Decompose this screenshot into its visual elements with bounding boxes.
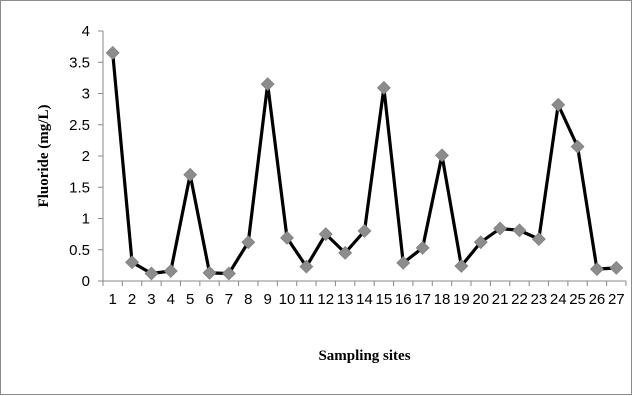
y-tick-label: 4 [82, 23, 90, 40]
data-point-marker [338, 245, 353, 260]
data-point-marker [512, 223, 527, 238]
x-tick-label: 14 [356, 291, 373, 308]
data-point-marker [299, 259, 314, 274]
x-axis-title: Sampling sites [318, 348, 410, 364]
y-tick-label: 2 [82, 148, 90, 165]
data-point-marker [493, 221, 508, 236]
data-point-marker [221, 266, 236, 281]
x-tick-label: 13 [337, 291, 354, 308]
data-point-marker [105, 45, 120, 60]
data-point-marker [473, 235, 488, 250]
x-tick-label: 3 [147, 291, 155, 308]
data-point-marker [570, 139, 585, 154]
data-point-marker [531, 232, 546, 247]
x-tick-label: 18 [434, 291, 451, 308]
x-tick-label: 26 [589, 291, 606, 308]
data-point-marker [125, 255, 139, 270]
x-tick-label: 5 [186, 291, 194, 308]
data-point-marker [163, 264, 178, 278]
x-tick-label: 6 [205, 291, 213, 308]
x-tick-label: 19 [453, 291, 470, 308]
x-tick-label: 25 [569, 291, 586, 308]
data-point-marker [454, 259, 469, 273]
y-tick-label: 0 [82, 273, 90, 290]
data-point-marker [396, 255, 411, 270]
x-tick-label: 7 [225, 291, 233, 308]
data-point-marker [280, 230, 294, 245]
x-tick-label: 4 [167, 291, 175, 308]
x-tick-label: 9 [263, 291, 271, 308]
data-point-marker [551, 97, 566, 112]
x-tick-label: 10 [279, 291, 296, 308]
y-tick-label: 0.5 [69, 242, 90, 259]
x-tick-label: 8 [244, 291, 252, 308]
y-tick-label: 2.5 [69, 117, 90, 134]
x-tick-label: 21 [492, 291, 509, 308]
data-point-marker [376, 80, 391, 95]
data-point-marker [241, 235, 256, 250]
data-point-marker [609, 260, 624, 275]
data-point-marker [435, 148, 449, 163]
x-axis-ticks: 1 2 3 4 5 6 7 8 9 10 11 12 13 14 15 16 17 18 19 20 21 22 23 24 2… [102, 281, 627, 308]
x-tick-label: 23 [530, 291, 547, 308]
y-axis-title: Fluoride (mg/L) [36, 105, 52, 208]
x-tick-label: 12 [317, 291, 334, 308]
y-tick-label: 3 [82, 86, 90, 103]
data-point-marker [183, 167, 198, 182]
x-tick-label: 24 [550, 291, 567, 308]
x-tick-label: 22 [511, 291, 528, 308]
data-point-marker [202, 265, 217, 280]
x-tick-label: 16 [395, 291, 412, 308]
x-tick-label: 11 [299, 291, 315, 308]
data-point-marker [357, 224, 372, 238]
data-point-marker [144, 266, 159, 281]
x-tick-label: 17 [414, 291, 431, 308]
series-group [105, 45, 624, 281]
y-axis-ticks: 0 0.5 1 1.5 2 2.5 3 3.5 4 [69, 23, 103, 290]
x-tick-label: 15 [376, 291, 393, 308]
data-point-marker [590, 262, 604, 277]
y-tick-label: 1 [82, 211, 90, 228]
data-point-marker [415, 240, 430, 255]
x-tick-label: 20 [472, 291, 489, 308]
x-tick-label: 27 [608, 291, 625, 308]
data-point-marker [318, 227, 333, 242]
data-point-marker [260, 77, 275, 92]
x-tick-label: 1 [109, 291, 117, 308]
y-tick-label: 3.5 [69, 54, 90, 71]
x-tick-label: 2 [128, 291, 136, 308]
y-tick-label: 1.5 [69, 179, 90, 196]
